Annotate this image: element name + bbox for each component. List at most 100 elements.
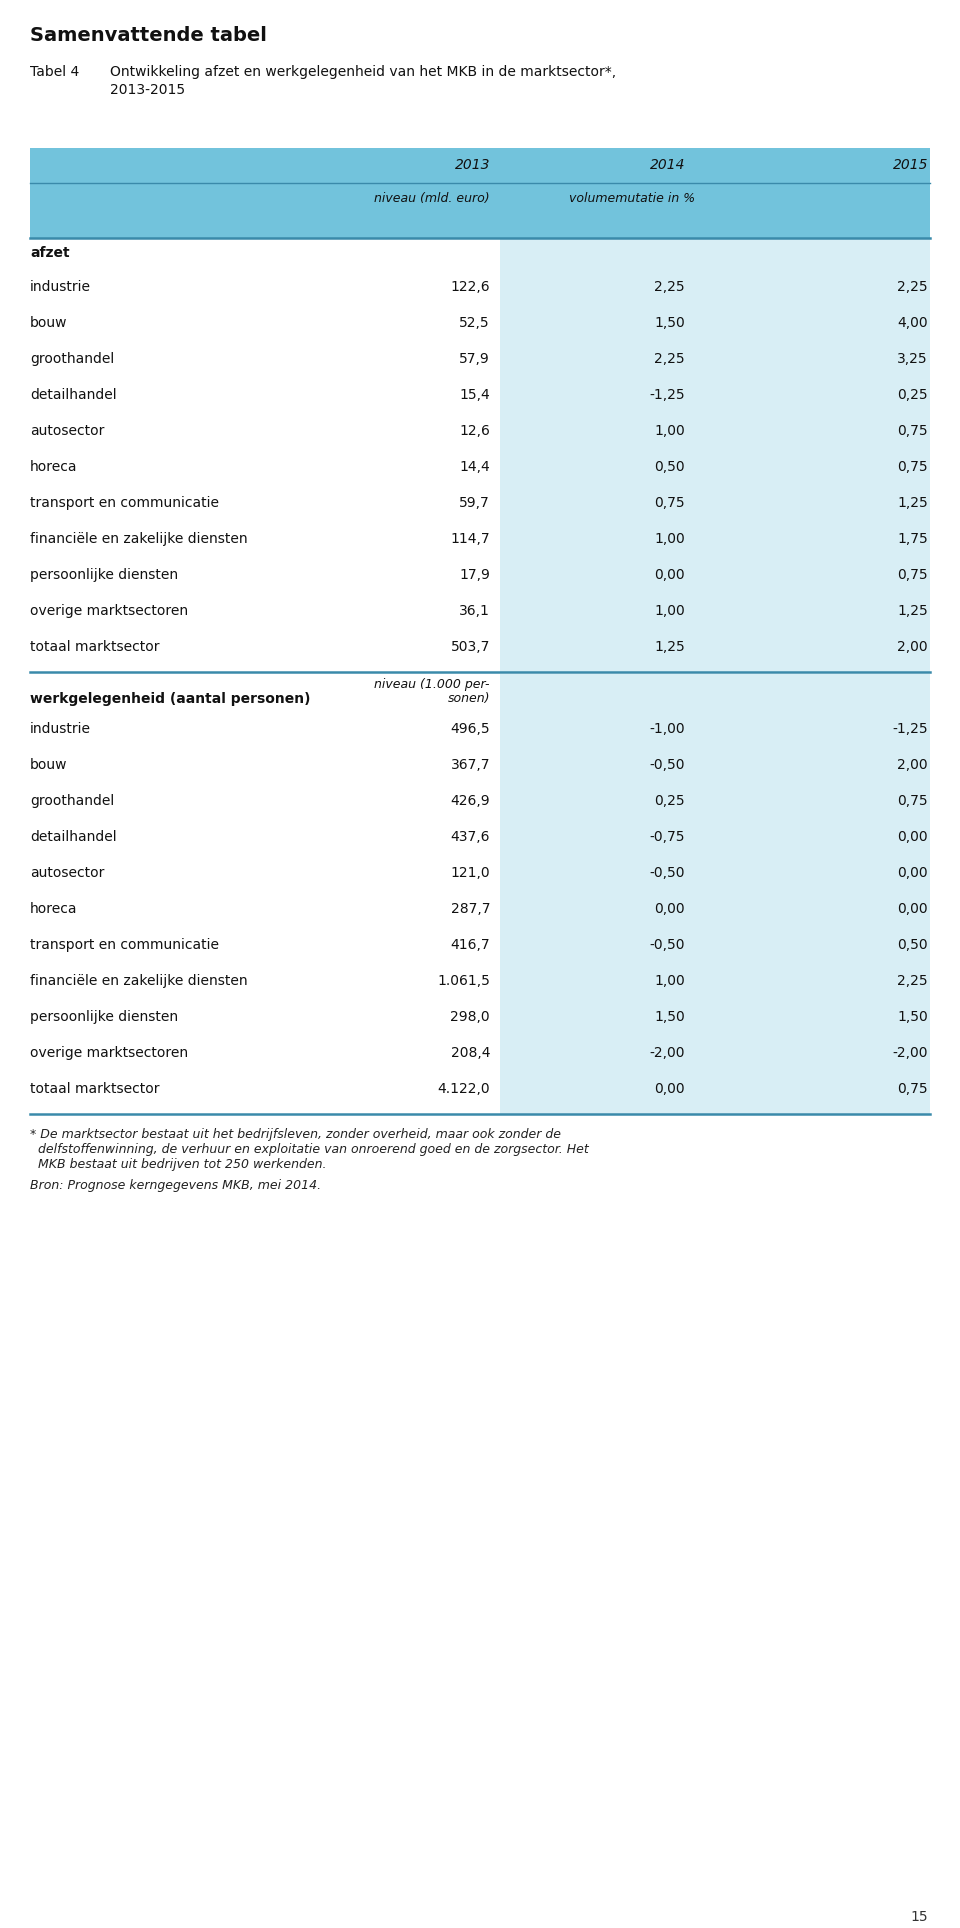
Text: Tabel 4: Tabel 4 <box>30 66 80 79</box>
Text: overige marktsectoren: overige marktsectoren <box>30 1047 188 1060</box>
Text: 0,75: 0,75 <box>898 569 928 582</box>
Bar <box>500 713 930 1114</box>
Bar <box>500 272 930 673</box>
Text: 0,75: 0,75 <box>898 794 928 808</box>
Text: 0,00: 0,00 <box>655 902 685 916</box>
Text: 17,9: 17,9 <box>459 569 490 582</box>
Bar <box>30 148 930 237</box>
Text: 0,25: 0,25 <box>898 388 928 403</box>
Text: 12,6: 12,6 <box>459 424 490 438</box>
Text: afzet: afzet <box>30 247 70 260</box>
Text: 2,00: 2,00 <box>898 640 928 654</box>
Text: financiële en zakelijke diensten: financiële en zakelijke diensten <box>30 532 248 546</box>
Text: Bron: Prognose kerngegevens MKB, mei 2014.: Bron: Prognose kerngegevens MKB, mei 201… <box>30 1180 322 1192</box>
Text: 0,00: 0,00 <box>655 1082 685 1095</box>
Text: 59,7: 59,7 <box>459 495 490 511</box>
Text: 2014: 2014 <box>650 158 685 172</box>
Text: niveau (1.000 per-: niveau (1.000 per- <box>374 679 490 690</box>
Text: 1,50: 1,50 <box>655 1010 685 1024</box>
Bar <box>500 675 930 715</box>
Text: 52,5: 52,5 <box>460 316 490 330</box>
Text: -0,50: -0,50 <box>650 866 685 879</box>
Text: persoonlijke diensten: persoonlijke diensten <box>30 1010 179 1024</box>
Text: 0,75: 0,75 <box>655 495 685 511</box>
Text: 1,25: 1,25 <box>655 640 685 654</box>
Text: * De marktsector bestaat uit het bedrijfsleven, zonder overheid, maar ook zonder: * De marktsector bestaat uit het bedrijf… <box>30 1128 561 1141</box>
Text: niveau (mld. euro): niveau (mld. euro) <box>374 193 490 204</box>
Text: 2015: 2015 <box>893 158 928 172</box>
Text: 0,75: 0,75 <box>898 461 928 474</box>
Text: 2,25: 2,25 <box>898 280 928 293</box>
Text: industrie: industrie <box>30 721 91 736</box>
Text: 1,50: 1,50 <box>655 316 685 330</box>
Text: bouw: bouw <box>30 316 67 330</box>
Text: 0,00: 0,00 <box>898 866 928 879</box>
Text: 416,7: 416,7 <box>450 939 490 952</box>
Text: 15,4: 15,4 <box>459 388 490 403</box>
Text: 1,00: 1,00 <box>655 424 685 438</box>
Text: industrie: industrie <box>30 280 91 293</box>
Text: transport en communicatie: transport en communicatie <box>30 495 219 511</box>
Text: sonen): sonen) <box>447 692 490 706</box>
Text: horeca: horeca <box>30 902 78 916</box>
Text: 0,00: 0,00 <box>898 902 928 916</box>
Text: 496,5: 496,5 <box>450 721 490 736</box>
Text: Ontwikkeling afzet en werkgelegenheid van het MKB in de marktsector*,: Ontwikkeling afzet en werkgelegenheid va… <box>110 66 616 79</box>
Bar <box>500 237 930 274</box>
Text: 2,25: 2,25 <box>655 280 685 293</box>
Text: 1,25: 1,25 <box>898 603 928 619</box>
Text: 2,25: 2,25 <box>655 353 685 366</box>
Text: bouw: bouw <box>30 758 67 771</box>
Text: 2,25: 2,25 <box>898 974 928 987</box>
Text: totaal marktsector: totaal marktsector <box>30 640 159 654</box>
Text: 1.061,5: 1.061,5 <box>437 974 490 987</box>
Text: 2013: 2013 <box>454 158 490 172</box>
Text: persoonlijke diensten: persoonlijke diensten <box>30 569 179 582</box>
Text: groothandel: groothandel <box>30 794 114 808</box>
Text: 0,50: 0,50 <box>898 939 928 952</box>
Text: totaal marktsector: totaal marktsector <box>30 1082 159 1095</box>
Text: 0,75: 0,75 <box>898 1082 928 1095</box>
Text: 4,00: 4,00 <box>898 316 928 330</box>
Text: 1,00: 1,00 <box>655 532 685 546</box>
Text: volumemutatie in %: volumemutatie in % <box>569 193 695 204</box>
Text: -2,00: -2,00 <box>650 1047 685 1060</box>
Text: 122,6: 122,6 <box>450 280 490 293</box>
Text: 426,9: 426,9 <box>450 794 490 808</box>
Text: -0,50: -0,50 <box>650 758 685 771</box>
Text: financiële en zakelijke diensten: financiële en zakelijke diensten <box>30 974 248 987</box>
Text: 36,1: 36,1 <box>459 603 490 619</box>
Text: 0,00: 0,00 <box>655 569 685 582</box>
Text: 287,7: 287,7 <box>450 902 490 916</box>
Text: 57,9: 57,9 <box>459 353 490 366</box>
Text: 3,25: 3,25 <box>898 353 928 366</box>
Text: detailhandel: detailhandel <box>30 388 116 403</box>
Text: autosector: autosector <box>30 424 105 438</box>
Text: 4.122,0: 4.122,0 <box>438 1082 490 1095</box>
Text: MKB bestaat uit bedrijven tot 250 werkenden.: MKB bestaat uit bedrijven tot 250 werken… <box>30 1159 326 1170</box>
Text: 503,7: 503,7 <box>450 640 490 654</box>
Text: 367,7: 367,7 <box>450 758 490 771</box>
Text: -2,00: -2,00 <box>893 1047 928 1060</box>
Text: -0,50: -0,50 <box>650 939 685 952</box>
Text: 1,00: 1,00 <box>655 974 685 987</box>
Text: transport en communicatie: transport en communicatie <box>30 939 219 952</box>
Text: 1,25: 1,25 <box>898 495 928 511</box>
Text: 0,75: 0,75 <box>898 424 928 438</box>
Text: 0,25: 0,25 <box>655 794 685 808</box>
Text: autosector: autosector <box>30 866 105 879</box>
Text: 1,75: 1,75 <box>898 532 928 546</box>
Text: -1,00: -1,00 <box>649 721 685 736</box>
Text: 0,50: 0,50 <box>655 461 685 474</box>
Text: -1,25: -1,25 <box>893 721 928 736</box>
Text: werkgelegenheid (aantal personen): werkgelegenheid (aantal personen) <box>30 692 310 706</box>
Text: overige marktsectoren: overige marktsectoren <box>30 603 188 619</box>
Text: 15: 15 <box>910 1911 928 1924</box>
Text: 1,00: 1,00 <box>655 603 685 619</box>
Text: 121,0: 121,0 <box>450 866 490 879</box>
Text: 2013-2015: 2013-2015 <box>110 83 185 96</box>
Text: Samenvattende tabel: Samenvattende tabel <box>30 25 267 44</box>
Text: detailhandel: detailhandel <box>30 829 116 844</box>
Text: 437,6: 437,6 <box>450 829 490 844</box>
Text: 14,4: 14,4 <box>459 461 490 474</box>
